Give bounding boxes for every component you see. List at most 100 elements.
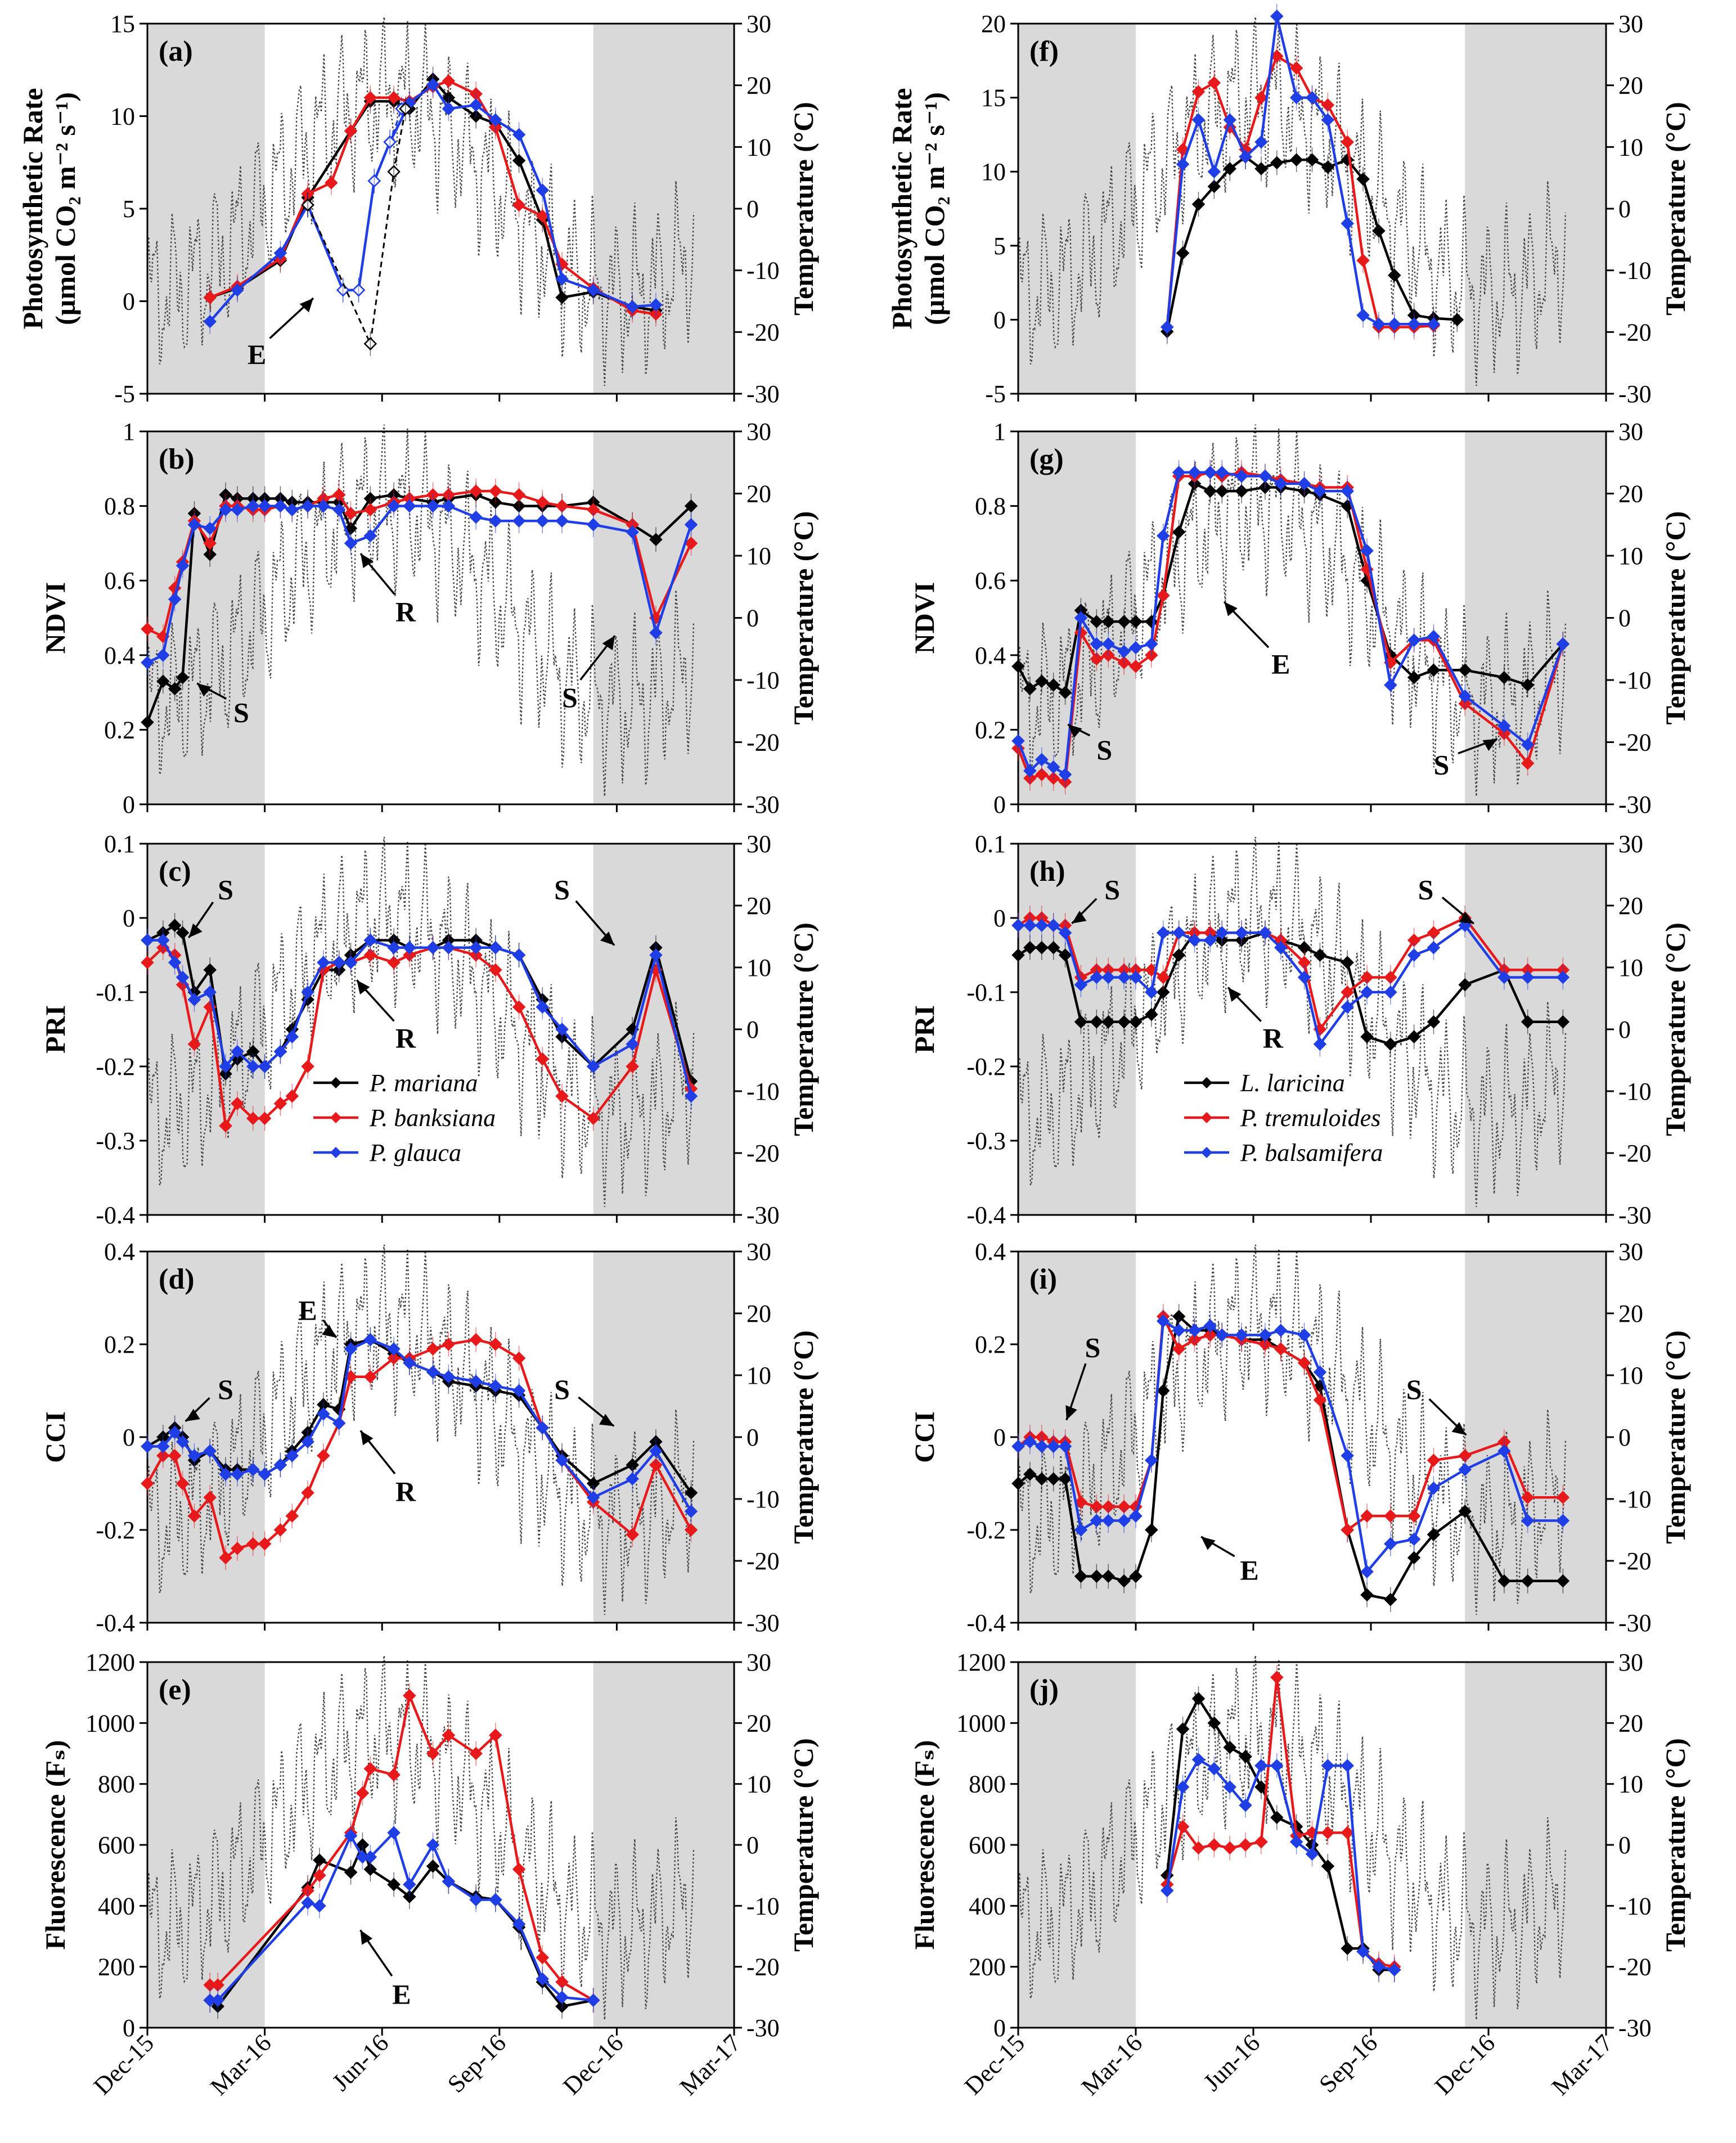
y-tick-label: 0.1 bbox=[104, 830, 135, 858]
temp-tick-label: -10 bbox=[1618, 257, 1652, 285]
annotation-arrowhead bbox=[322, 1325, 336, 1338]
annotation-letter: S bbox=[1096, 734, 1112, 766]
y-tick-label: 0.4 bbox=[975, 1238, 1006, 1266]
temp-tick-label: -10 bbox=[1618, 1892, 1652, 1920]
y-tick-label: 1 bbox=[123, 418, 135, 445]
winter-shade bbox=[593, 844, 734, 1215]
legend-label: P. mariana bbox=[369, 1069, 478, 1097]
y-tick-label: 20 bbox=[981, 10, 1006, 38]
series-line-excised-black- bbox=[307, 109, 407, 347]
winter-shade bbox=[1465, 1251, 1606, 1623]
winter-shade bbox=[1465, 844, 1606, 1215]
y-tick-label: 1000 bbox=[86, 1709, 135, 1737]
temperature-axis-label: Temperature (°C) bbox=[788, 1330, 819, 1544]
annotation-arrowhead bbox=[1072, 911, 1087, 924]
temp-tick-label: 20 bbox=[746, 72, 771, 100]
y-axis-label: NDVI bbox=[909, 582, 940, 654]
panel-j: 0 200 400 600 800 1000 1200 -30 -20 -10 0 10 20 30 Tem… bbox=[909, 1649, 1691, 2101]
panel-label: (c) bbox=[159, 856, 191, 888]
y-axis-label: Fluorescence (Fₛ) bbox=[909, 1740, 940, 1950]
temp-tick-label: 0 bbox=[746, 1831, 759, 1859]
temp-tick-label: 0 bbox=[746, 605, 759, 632]
annotation-arrowhead bbox=[1482, 739, 1497, 751]
x-tick-label: Mar-17 bbox=[1546, 2029, 1618, 2100]
temp-tick-label: 10 bbox=[746, 133, 771, 161]
panel-b: 0 0.2 0.4 0.6 0.8 1 -30 -20 -10 0 10 20 30 Temperatur… bbox=[39, 418, 819, 818]
x-tick-label: Sep-16 bbox=[1314, 2029, 1383, 2098]
temp-tick-label: 10 bbox=[746, 954, 771, 982]
temperature-axis-label: Temperature (°C) bbox=[1659, 1738, 1691, 1952]
y-axis-label: CCI bbox=[909, 1411, 940, 1463]
y-tick-label: -0.1 bbox=[966, 979, 1006, 1006]
temperature-trace bbox=[1017, 16, 1567, 386]
winter-shade bbox=[1018, 24, 1136, 394]
annotation-arrowhead bbox=[1459, 911, 1474, 924]
panel-label: (b) bbox=[159, 443, 195, 475]
temp-tick-label: 0 bbox=[746, 1016, 759, 1043]
panel-label: (i) bbox=[1029, 1263, 1057, 1295]
temperature-axis-label: Temperature (°C) bbox=[788, 511, 819, 725]
temperature-trace bbox=[146, 1655, 695, 2020]
annotation-arrowhead bbox=[599, 1413, 614, 1426]
temp-tick-label: 20 bbox=[1618, 892, 1643, 920]
series-line-excised bbox=[307, 108, 403, 291]
y-tick-label: 0 bbox=[993, 904, 1006, 932]
annotation-letter: R bbox=[395, 596, 416, 628]
x-tick-label: Dec-16 bbox=[557, 2029, 628, 2100]
temp-tick-label: 10 bbox=[1618, 1362, 1643, 1389]
series-line-l-laricina bbox=[1017, 1314, 1563, 1601]
temp-tick-label: 0 bbox=[746, 1424, 759, 1451]
temp-tick-label: 20 bbox=[746, 892, 771, 920]
temp-tick-label: 30 bbox=[1618, 418, 1643, 445]
temp-tick-label: 30 bbox=[746, 418, 771, 445]
winter-shade bbox=[147, 1662, 265, 2028]
panel-label: (d) bbox=[159, 1263, 195, 1295]
panel-label: (j) bbox=[1029, 1674, 1059, 1706]
legend-marker bbox=[330, 1077, 341, 1088]
annotation-arrowhead bbox=[1068, 724, 1082, 739]
temp-tick-label: 20 bbox=[746, 1300, 771, 1327]
annotation-letter: E bbox=[1240, 1555, 1258, 1586]
temp-tick-label: -10 bbox=[746, 667, 780, 694]
y-axis-label: (µmol CO₂ m⁻² s⁻¹) bbox=[50, 92, 81, 325]
temp-tick-label: -20 bbox=[1618, 729, 1652, 757]
annotation-arrowhead bbox=[188, 923, 203, 938]
panel-label: (a) bbox=[159, 35, 193, 67]
y-axis-label: Photosynthetic Rate bbox=[886, 88, 918, 329]
winter-shade bbox=[593, 1251, 734, 1623]
legend-marker bbox=[1201, 1147, 1212, 1158]
temp-tick-label: 20 bbox=[1618, 1300, 1643, 1327]
annotation-arrowhead bbox=[1224, 601, 1238, 616]
legend-marker bbox=[330, 1112, 341, 1123]
temperature-trace bbox=[146, 424, 695, 796]
annotation-letter: S bbox=[554, 874, 570, 905]
annotation-letter: S bbox=[1104, 874, 1120, 905]
temp-tick-label: -10 bbox=[1618, 1485, 1652, 1513]
panel-e: 0 200 400 600 800 1000 1200 -30 -20 -10 0 10 20 30 Tem… bbox=[39, 1649, 819, 2101]
y-tick-label: -0.2 bbox=[96, 1516, 135, 1544]
temp-tick-label: -20 bbox=[1618, 1140, 1652, 1167]
legend-label: P. balsamifera bbox=[1240, 1139, 1383, 1167]
temp-tick-label: -10 bbox=[746, 1892, 780, 1920]
temp-tick-label: -30 bbox=[1618, 791, 1652, 818]
y-tick-label: 0 bbox=[123, 791, 135, 818]
y-tick-label: -0.1 bbox=[96, 979, 135, 1006]
y-tick-label: 1200 bbox=[86, 1649, 135, 1676]
y-tick-label: 0.2 bbox=[975, 1331, 1006, 1358]
y-tick-label: 0.2 bbox=[104, 716, 135, 744]
annotation-arrowhead bbox=[600, 931, 615, 946]
temp-tick-label: -30 bbox=[746, 2014, 780, 2042]
y-tick-label: 600 bbox=[98, 1831, 135, 1859]
y-tick-label: 0 bbox=[993, 2014, 1006, 2042]
y-tick-label: 0 bbox=[993, 1424, 1006, 1451]
temperature-trace bbox=[146, 16, 695, 386]
y-tick-label: 600 bbox=[969, 1831, 1006, 1859]
y-tick-label: 200 bbox=[969, 1953, 1006, 1981]
y-tick-label: -0.2 bbox=[966, 1516, 1006, 1544]
temp-tick-label: 30 bbox=[1618, 10, 1643, 38]
temperature-axis-label: Temperature (°C) bbox=[788, 1738, 819, 1952]
y-tick-label: 0.8 bbox=[104, 493, 135, 520]
panel-a: -5 0 5 10 15 -30 -20 -10 0 10 20 30 Temperature (°C)… bbox=[17, 10, 819, 408]
y-axis-label: PRI bbox=[39, 1005, 71, 1054]
temperature-axis-label: Temperature (°C) bbox=[1659, 102, 1691, 316]
